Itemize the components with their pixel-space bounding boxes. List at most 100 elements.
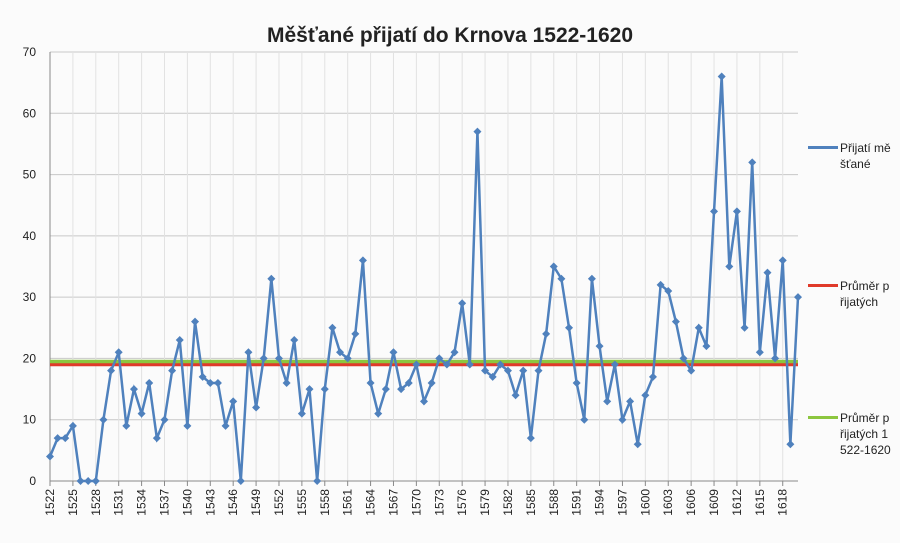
- marker: [183, 421, 192, 430]
- legend-swatch: [808, 146, 838, 149]
- legend-label: Průměr přijatých 1522-1620: [840, 411, 891, 457]
- marker: [473, 127, 482, 136]
- marker: [771, 354, 780, 363]
- y-tick-label: 60: [23, 106, 37, 120]
- marker: [702, 342, 711, 351]
- marker: [534, 366, 543, 375]
- marker: [465, 360, 474, 369]
- x-tick-label: 1525: [66, 489, 80, 516]
- marker: [610, 360, 619, 369]
- marker: [557, 274, 566, 283]
- marker: [244, 348, 253, 357]
- marker: [511, 391, 520, 400]
- marker: [794, 293, 802, 302]
- marker: [252, 403, 261, 412]
- y-tick-label: 20: [23, 351, 37, 365]
- x-tick-label: 1528: [89, 489, 103, 516]
- marker: [374, 409, 383, 418]
- marker: [740, 323, 749, 332]
- marker: [710, 207, 719, 216]
- marker: [526, 434, 535, 443]
- x-tick-label: 1609: [707, 489, 721, 516]
- x-tick-label: 1552: [272, 489, 286, 516]
- marker: [580, 415, 589, 424]
- marker: [488, 372, 497, 381]
- marker: [648, 372, 657, 381]
- legend-label: Přijatí měšťané: [840, 141, 891, 171]
- y-tick-label: 10: [23, 413, 37, 427]
- marker: [748, 158, 757, 167]
- x-tick-label: 1618: [776, 489, 790, 516]
- marker: [99, 415, 108, 424]
- marker: [786, 440, 795, 449]
- y-tick-label: 0: [29, 474, 36, 488]
- x-tick-label: 1546: [226, 489, 240, 516]
- x-tick-label: 1597: [615, 489, 629, 516]
- marker: [328, 323, 337, 332]
- marker: [213, 378, 222, 387]
- marker: [290, 336, 299, 345]
- x-tick-label: 1615: [753, 489, 767, 516]
- marker: [282, 378, 291, 387]
- x-tick-label: 1594: [593, 489, 607, 516]
- x-tick-label: 1543: [203, 489, 217, 516]
- x-tick-label: 1537: [157, 489, 171, 516]
- marker: [351, 329, 360, 338]
- x-tick-label: 1561: [341, 489, 355, 516]
- x-tick-label: 1582: [501, 489, 515, 516]
- marker: [229, 397, 238, 406]
- marker: [641, 391, 650, 400]
- marker: [755, 348, 764, 357]
- marker: [389, 348, 398, 357]
- marker: [442, 360, 451, 369]
- marker: [297, 409, 306, 418]
- marker: [53, 434, 62, 443]
- x-tick-label: 1585: [524, 489, 538, 516]
- marker: [114, 348, 123, 357]
- marker: [618, 415, 627, 424]
- marker: [320, 385, 329, 394]
- marker: [778, 256, 787, 265]
- marker: [542, 329, 551, 338]
- marker: [687, 366, 696, 375]
- marker: [137, 409, 146, 418]
- marker: [68, 421, 77, 430]
- x-tick-label: 1600: [638, 489, 652, 516]
- x-tick-label: 1606: [684, 489, 698, 516]
- marker: [656, 280, 665, 289]
- x-tick-label: 1534: [135, 489, 149, 516]
- marker: [435, 354, 444, 363]
- marker: [587, 274, 596, 283]
- marker: [175, 336, 184, 345]
- marker: [664, 287, 673, 296]
- marker: [725, 262, 734, 271]
- marker: [626, 397, 635, 406]
- marker: [381, 385, 390, 394]
- marker: [122, 421, 131, 430]
- marker: [732, 207, 741, 216]
- marker: [76, 477, 85, 485]
- marker: [458, 299, 467, 308]
- marker: [420, 397, 428, 406]
- marker: [694, 323, 703, 332]
- marker: [267, 274, 276, 283]
- x-tick-label: 1558: [318, 489, 332, 516]
- marker: [221, 421, 230, 430]
- marker: [305, 385, 314, 394]
- legend-swatch: [808, 284, 838, 287]
- marker: [259, 354, 268, 363]
- y-tick-label: 70: [23, 45, 37, 59]
- marker: [397, 385, 406, 394]
- marker: [496, 360, 505, 369]
- marker: [145, 378, 154, 387]
- marker: [343, 354, 352, 363]
- marker: [603, 397, 612, 406]
- marker: [160, 415, 169, 424]
- marker: [549, 262, 558, 271]
- marker: [763, 268, 772, 277]
- marker: [236, 477, 245, 485]
- marker: [481, 366, 490, 375]
- marker: [191, 317, 200, 326]
- x-tick-label: 1540: [180, 489, 194, 516]
